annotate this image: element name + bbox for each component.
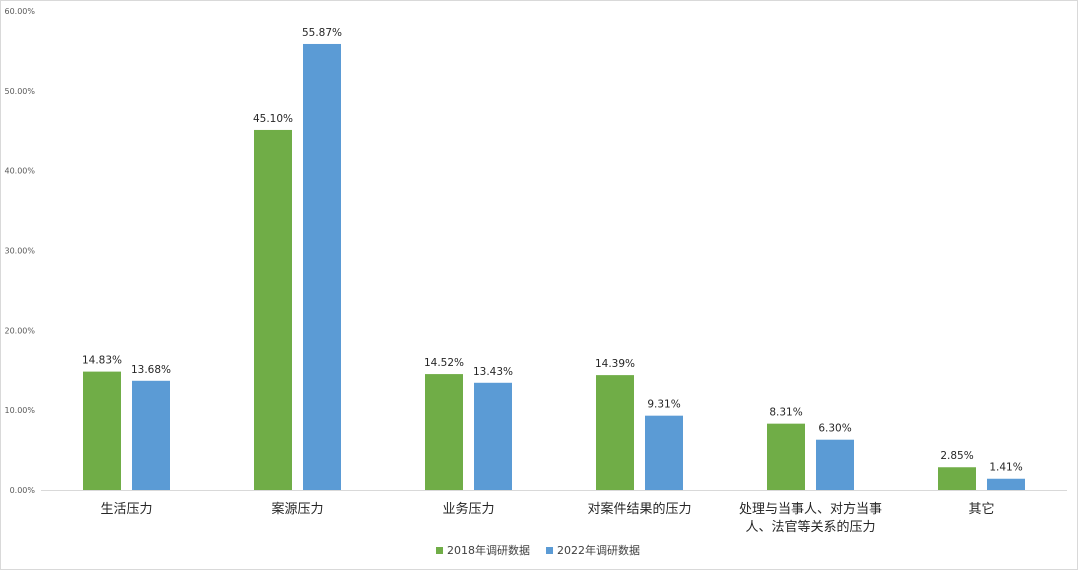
x-category-label: 生活压力 <box>100 502 152 517</box>
legend-swatch <box>546 547 553 554</box>
legend: 2018年调研数据 2022年调研数据 <box>436 543 640 557</box>
data-label: 14.83% <box>82 355 122 367</box>
data-label: 9.31% <box>647 399 680 411</box>
bar <box>987 478 1025 490</box>
bar <box>254 129 292 490</box>
data-label: 1.41% <box>989 462 1022 474</box>
data-label: 14.39% <box>595 358 635 370</box>
bar <box>816 439 854 490</box>
legend-label: 2022年调研数据 <box>557 543 640 557</box>
x-category-label: 对案件结果的压力 <box>587 501 691 517</box>
y-tick-label: 20.00% <box>4 326 35 335</box>
bar <box>132 380 170 490</box>
y-axis: 0.00% 10.00% 20.00% 30.00% 40.00% 50.00% 60.00… <box>4 7 35 495</box>
y-tick-label: 0.00% <box>10 486 36 495</box>
bar <box>83 371 121 490</box>
data-label: 55.87% <box>302 27 342 39</box>
x-axis-categories: 生活压力 案源压力 业务压力 对案件结果的压力 处理与当事人、对方当事人、法官等关系的压… <box>100 501 994 535</box>
data-label: 2.85% <box>940 450 973 462</box>
y-tick-label: 40.00% <box>4 167 35 176</box>
legend-label: 2018年调研数据 <box>447 543 530 557</box>
data-label: 13.43% <box>473 366 513 378</box>
x-category-label: 人、法官等关系的压力 <box>745 519 875 535</box>
data-label: 45.10% <box>253 113 293 125</box>
bars <box>83 43 1025 491</box>
data-label: 8.31% <box>769 407 802 419</box>
bar <box>596 375 634 490</box>
bar <box>767 423 805 490</box>
bar <box>938 467 976 490</box>
x-category-label: 业务压力 <box>442 501 494 517</box>
data-label: 14.52% <box>424 357 464 369</box>
legend-swatch <box>436 547 443 554</box>
y-tick-label: 60.00% <box>4 7 35 16</box>
y-tick-label: 10.00% <box>4 406 35 415</box>
x-category-label: 其它 <box>968 501 994 517</box>
x-category-label: 处理与当事人、对方当事 <box>739 501 882 517</box>
bar <box>474 382 512 490</box>
data-label: 6.30% <box>818 423 851 435</box>
y-tick-label: 30.00% <box>4 247 35 256</box>
bar <box>645 415 683 490</box>
bar <box>303 43 341 491</box>
x-category-label: 案源压力 <box>271 502 323 517</box>
data-labels: 14.83% 13.68% 45.10% 55.87% 14.52% 13.43% 14.3… <box>82 27 1023 474</box>
data-label: 13.68% <box>131 364 171 376</box>
bar <box>425 374 463 490</box>
y-tick-label: 50.00% <box>4 87 35 96</box>
